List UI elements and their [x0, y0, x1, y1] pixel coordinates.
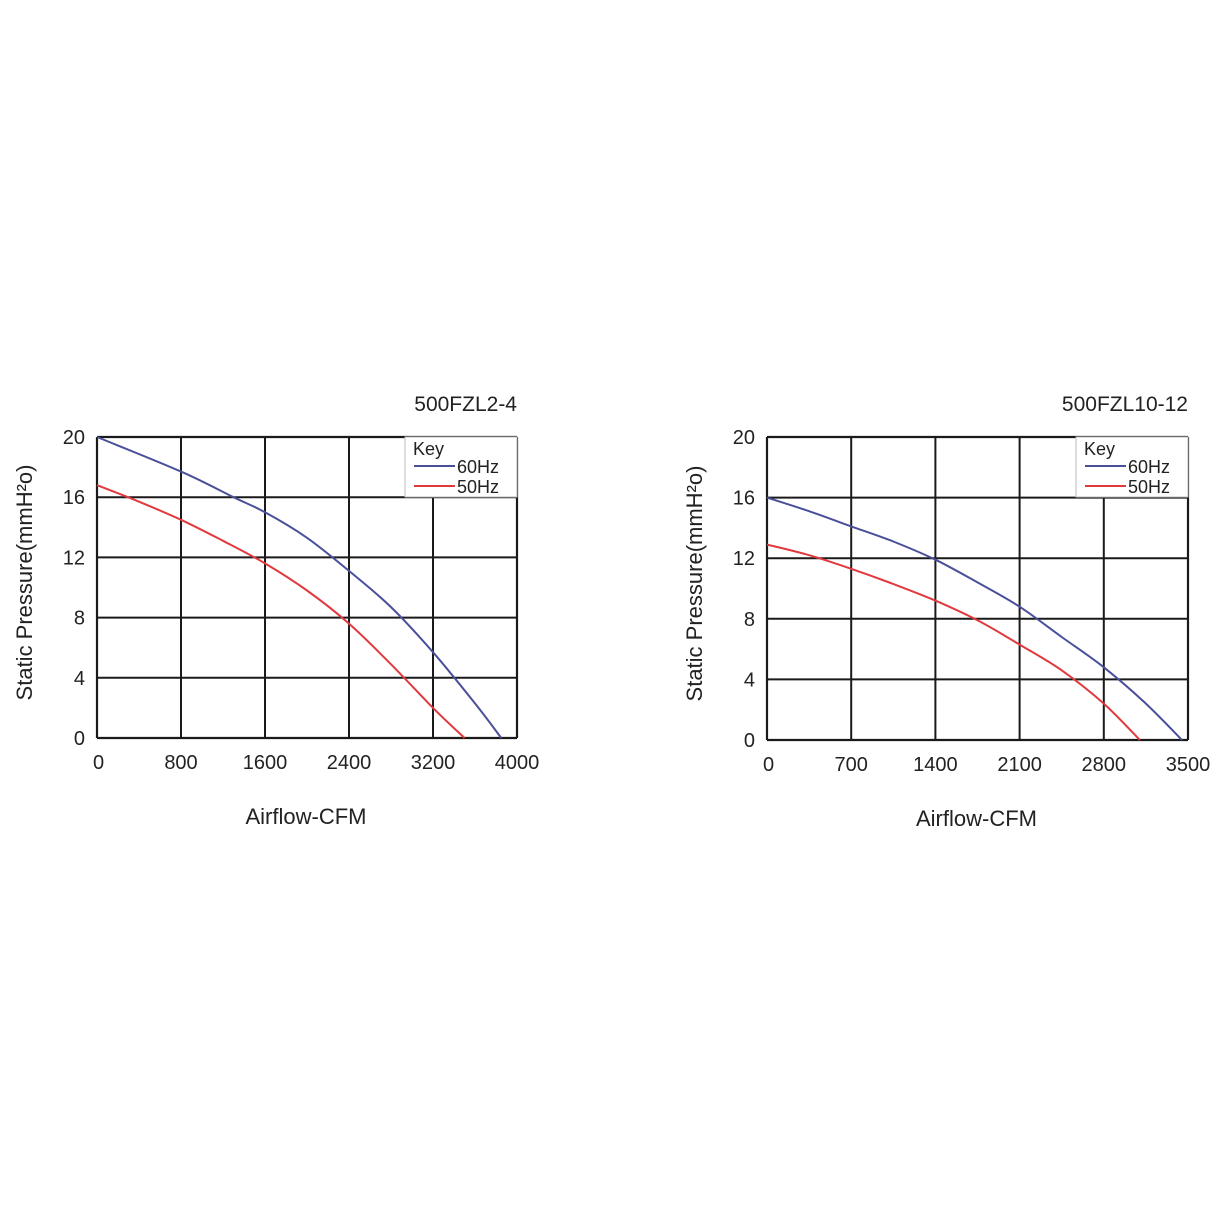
y-axis-label: Static Pressure(mmH²o) — [12, 465, 37, 701]
x-tick-label: 3200 — [411, 752, 456, 774]
y-tick-label: 4 — [74, 668, 85, 690]
legend-title: Key — [1084, 439, 1115, 459]
y-tick-label: 4 — [744, 669, 755, 691]
x-tick-label: 2100 — [997, 754, 1042, 776]
x-axis-label: Airflow-CFM — [916, 806, 1037, 831]
x-tick-label: 0 — [93, 752, 104, 774]
series-line-50hz — [96, 484, 466, 739]
y-tick-label: 8 — [74, 608, 85, 630]
x-tick-label: 4000 — [495, 752, 540, 774]
chart-title: 500FZL10-12 — [1062, 393, 1188, 416]
legend-label-60hz: 60Hz — [1128, 457, 1170, 477]
y-axis-label: Static Pressure(mmH²o) — [682, 466, 707, 702]
y-tick-label: 20 — [63, 427, 85, 449]
y-tick-label: 12 — [733, 548, 755, 570]
y-tick-label: 16 — [733, 488, 755, 510]
x-tick-label: 0 — [763, 754, 774, 776]
x-tick-label: 800 — [164, 752, 197, 774]
legend-label-60hz: 60Hz — [457, 457, 499, 477]
x-tick-label: 2400 — [327, 752, 372, 774]
legend-label-50hz: 50Hz — [1128, 477, 1170, 497]
y-tick-label: 16 — [63, 487, 85, 509]
y-tick-label: 20 — [733, 427, 755, 449]
legend-label-50hz: 50Hz — [457, 477, 499, 497]
legend-title: Key — [413, 439, 444, 459]
y-tick-label: 12 — [63, 547, 85, 569]
series-line-60hz — [96, 436, 503, 739]
chart-title: 500FZL2-4 — [414, 393, 517, 416]
series-line-60hz — [766, 496, 1183, 741]
y-tick-label: 0 — [744, 730, 755, 752]
x-tick-label: 1400 — [913, 754, 958, 776]
x-tick-label: 700 — [835, 754, 868, 776]
y-tick-label: 8 — [744, 609, 755, 631]
chart-2: 500FZL10-12 0 700 1400 2100 2800 3500 0 4 8 12 16 20… — [682, 393, 1210, 831]
chart-1: 500FZL2-4 0 800 1600 2400 3200 4000 0 4 8 12 16 20 Ai… — [12, 393, 539, 829]
x-tick-label: 3500 — [1166, 754, 1211, 776]
x-axis-label: Airflow-CFM — [246, 804, 367, 829]
x-tick-label: 1600 — [243, 752, 288, 774]
series-line-50hz — [766, 543, 1141, 741]
x-tick-label: 2800 — [1082, 754, 1127, 776]
y-tick-label: 0 — [74, 728, 85, 750]
